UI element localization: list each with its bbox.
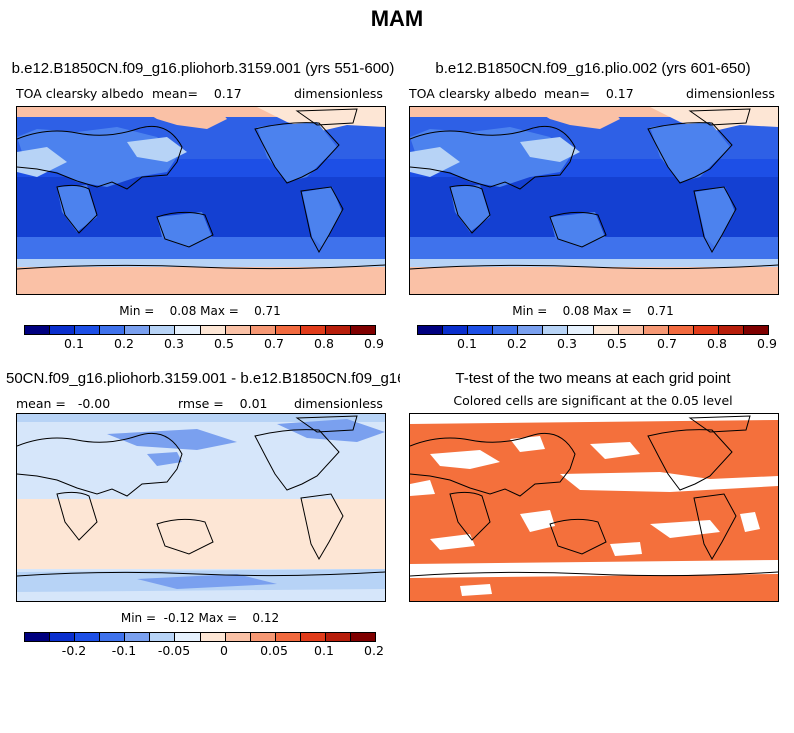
panel2-title: b.e12.B1850CN.f09_g16.plio.002 (yrs 601-… [435,60,751,77]
panel3-map [16,413,386,602]
colorbar-swatch [175,326,201,334]
colorbar-swatch [275,633,301,641]
panel4-title: T-test of the two means at each grid poi… [455,370,731,387]
panel1-tick: 0.2 [114,336,134,351]
colorbar-swatch [200,326,226,334]
panel1-mean-label: mean= 0.17 [152,86,242,101]
colorbar-swatch [125,326,151,334]
panel3-tick: -0.05 [157,643,191,658]
panel1-map-plot [17,107,385,294]
colorbar-swatch [100,633,126,641]
colorbar-swatch [593,326,619,334]
colorbar-swatch [50,633,76,641]
panel1-tick: 0.8 [314,336,334,351]
colorbar-swatch [100,326,126,334]
panel2-mean-label: mean= 0.17 [544,86,634,101]
panel3-tick: -0.1 [111,643,137,658]
colorbar-swatch [618,326,644,334]
colorbar-swatch [351,633,376,641]
panel3-tick: 0.2 [364,643,384,658]
panel1-tick: 0.7 [264,336,284,351]
colorbar-swatch [275,326,301,334]
colorbar-swatch [300,633,326,641]
colorbar-swatch [718,326,745,334]
colorbar-swatch [25,326,51,334]
panel3-rmse-label: rmse = 0.01 [178,396,268,411]
panel1-units-label: dimensionless [294,86,383,101]
colorbar-swatch [668,326,694,334]
panel2-tick: 0.1 [457,336,477,351]
colorbar-swatch [25,633,51,641]
panel3-tick: -0.2 [61,643,87,658]
panel3-colorbar [24,632,376,642]
panel2-variable-label: TOA clearsky albedo [409,86,537,101]
panel2-tick: 0.2 [507,336,527,351]
colorbar-swatch [300,326,326,334]
panel1-minmax: Min = 0.08 Max = 0.71 [119,304,281,318]
colorbar-swatch [325,326,352,334]
colorbar-swatch [568,326,594,334]
colorbar-swatch [418,326,444,334]
panel3-map-plot [17,414,385,601]
panel3-minmax: Min = -0.12 Max = 0.12 [120,611,280,625]
panel1-variable-label: TOA clearsky albedo [16,86,144,101]
colorbar-swatch [493,326,519,334]
colorbar-swatch [325,633,352,641]
colorbar-swatch [744,326,769,334]
colorbar-swatch [75,326,101,334]
panel3-tick: 0.1 [314,643,334,658]
colorbar-swatch [250,326,276,334]
panel1-tick: 0.5 [214,336,234,351]
colorbar-swatch [200,633,226,641]
panel4-map-plot [410,414,778,601]
panel2-tick: 0.7 [657,336,677,351]
figure-title: MAM [370,6,424,31]
panel1-colorbar [24,325,376,335]
panel4-map [409,413,779,602]
panel4-subtitle: Colored cells are significant at the 0.0… [453,393,733,408]
panel1-colorbar-ticks: 0.1 0.2 0.3 0.5 0.7 0.8 0.9 [24,336,384,352]
panel1-tick: 0.1 [64,336,84,351]
panel3-units-label: dimensionless [294,396,383,411]
colorbar-swatch [443,326,469,334]
colorbar-swatch [643,326,669,334]
panel2-tick: 0.9 [757,336,777,351]
panel1-tick: 0.9 [364,336,384,351]
panel3-colorbar-ticks: -0.2 -0.1 -0.05 0 0.05 0.1 0.2 [24,643,384,659]
panel3-title: 50CN.f09_g16.pliohorb.3159.001 - b.e12.B… [6,370,400,387]
colorbar-swatch [468,326,494,334]
panel2-tick: 0.3 [557,336,577,351]
panel2-minmax: Min = 0.08 Max = 0.71 [512,304,674,318]
colorbar-swatch [150,633,176,641]
colorbar-swatch [250,633,276,641]
panel3-tick: 0.05 [260,643,288,658]
colorbar-swatch [693,326,719,334]
panel1-map [16,106,386,295]
colorbar-swatch [125,633,151,641]
panel2-map [409,106,779,295]
colorbar-swatch [225,633,251,641]
colorbar-swatch [75,633,101,641]
panel3-mean-label: mean = -0.00 [16,396,111,411]
colorbar-swatch [225,326,251,334]
colorbar-swatch [175,633,201,641]
panel2-units-label: dimensionless [686,86,775,101]
colorbar-swatch [50,326,76,334]
colorbar-swatch [518,326,544,334]
panel2-colorbar-ticks: 0.1 0.2 0.3 0.5 0.7 0.8 0.9 [417,336,777,352]
panel2-colorbar [417,325,769,335]
panel1-title: b.e12.B1850CN.f09_g16.pliohorb.3159.001 … [11,60,395,77]
panel1-tick: 0.3 [164,336,184,351]
colorbar-swatch [150,326,176,334]
panel2-tick: 0.5 [607,336,627,351]
panel3-tick: 0 [220,643,228,658]
panel2-map-plot [410,107,778,294]
colorbar-swatch [543,326,569,334]
colorbar-swatch [351,326,376,334]
panel2-tick: 0.8 [707,336,727,351]
